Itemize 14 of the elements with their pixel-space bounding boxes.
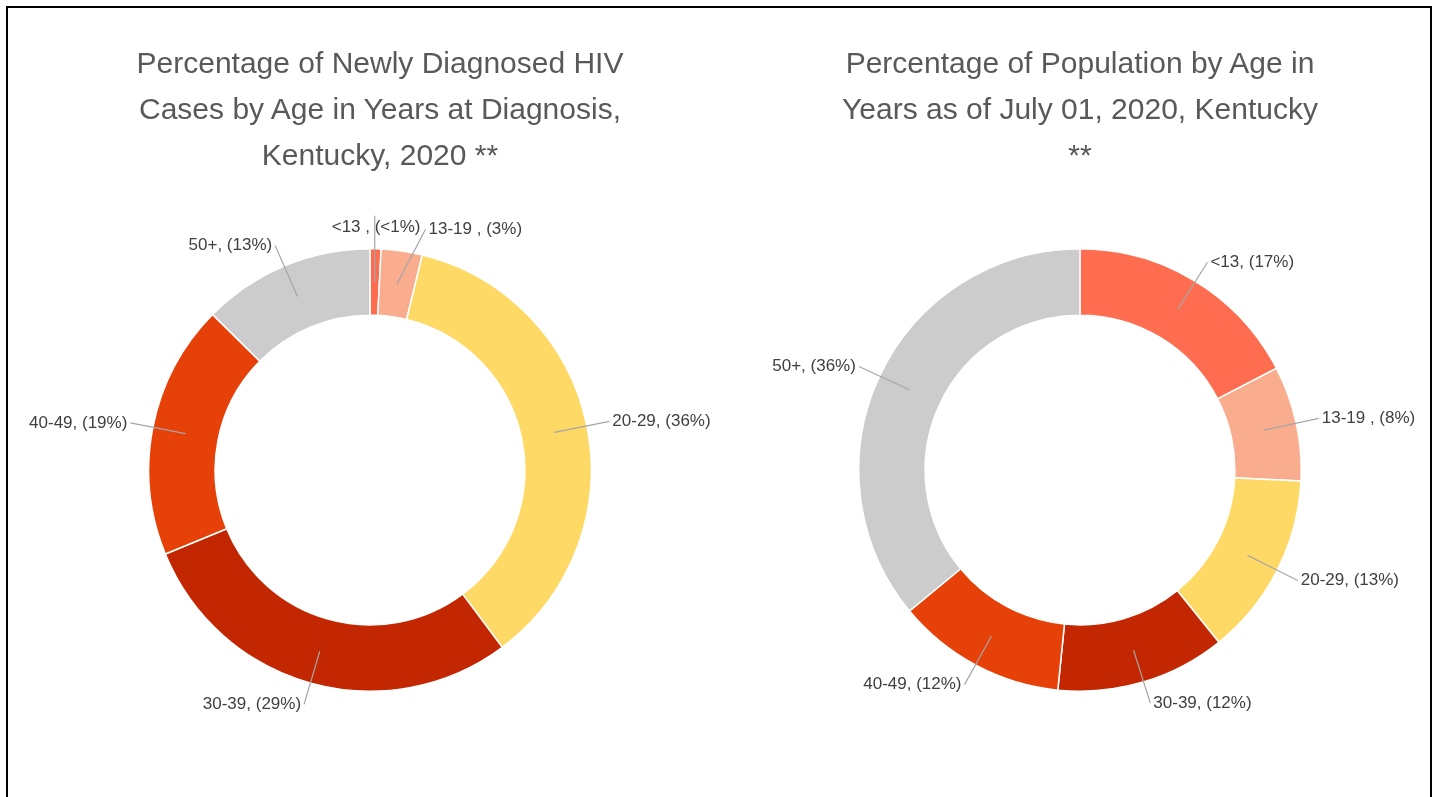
slice-label: <13 , (<1%) — [331, 216, 421, 236]
slice-label: 13-19 , (3%) — [428, 218, 523, 238]
chart-title: Percentage of Newly Diagnosed HIV Cases by Age in Years at Diagnosis, Kentucky, 2020 ** — [135, 45, 625, 173]
slice-label: 50+, (36%) — [772, 356, 856, 376]
slice-label: 40-49, (19%) — [29, 412, 128, 432]
slice-label: 13-19 , (8%) — [1321, 408, 1416, 428]
slice-label: 30-39, (29%) — [202, 694, 302, 714]
slice-label: 40-49, (12%) — [863, 674, 962, 694]
slice-label: <13, (17%) — [1210, 251, 1295, 271]
slice-label: 20-29, (13%) — [1300, 570, 1400, 590]
chart-title: Percentage of Population by Age in Years as of July 01, 2020, Kentucky ** — [841, 45, 1319, 173]
slice-label: 20-29, (36%) — [612, 411, 711, 431]
slice-label: 50+, (13%) — [188, 235, 273, 255]
slice-label: 30-39, (12%) — [1153, 692, 1252, 712]
